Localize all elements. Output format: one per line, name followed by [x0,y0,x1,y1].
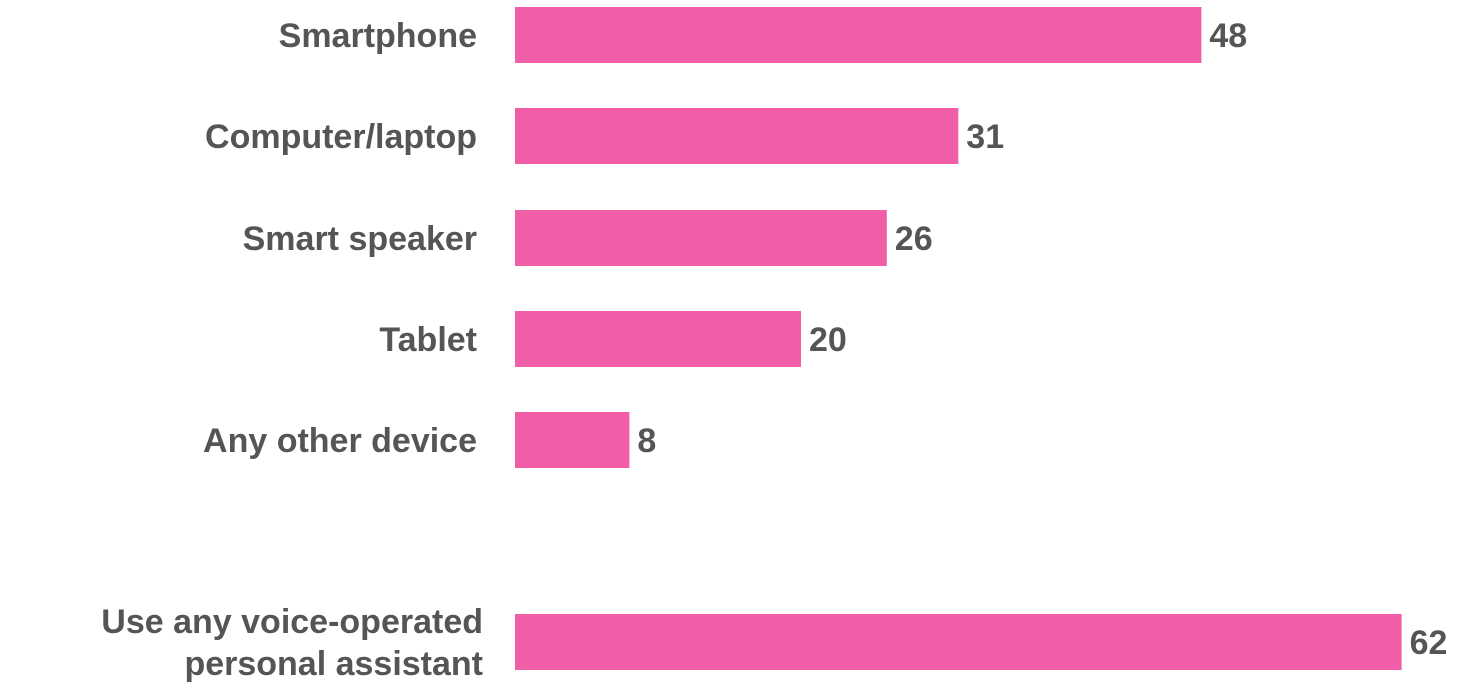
category-label-smart-speaker: Smart speaker [243,220,477,258]
value-label-tablet: 20 [809,321,847,359]
bar-smartphone [515,7,1202,63]
category-label-smartphone: Smartphone [279,17,477,55]
value-label-use-any-voice-operated-personal-assistant: 62 [1410,624,1448,662]
bar-use-any-voice-operated-personal-assistant [515,614,1402,670]
bar-tablet [515,311,801,367]
bar-any-other-device [515,412,630,468]
value-label-any-other-device: 8 [637,422,656,460]
bars-group [515,7,1402,670]
value-label-smartphone: 48 [1209,17,1247,55]
bar-computer-laptop [515,108,959,164]
category-label-computer-laptop: Computer/laptop [205,118,477,156]
bar-smart-speaker [515,210,887,266]
value-labels-group: 48 31 26 20 8 62 [637,17,1447,662]
category-label-any-other-device: Any other device [203,422,477,460]
category-labels-group: Smartphone Computer/laptop Smart speaker Ta… [101,17,483,683]
category-label-tablet: Tablet [379,321,477,359]
value-label-computer-laptop: 31 [966,118,1004,156]
value-label-smart-speaker: 26 [895,220,933,258]
category-label-use-any-voice-operated-personal-assistant: Use any voice-operated personal assistant [101,603,483,683]
